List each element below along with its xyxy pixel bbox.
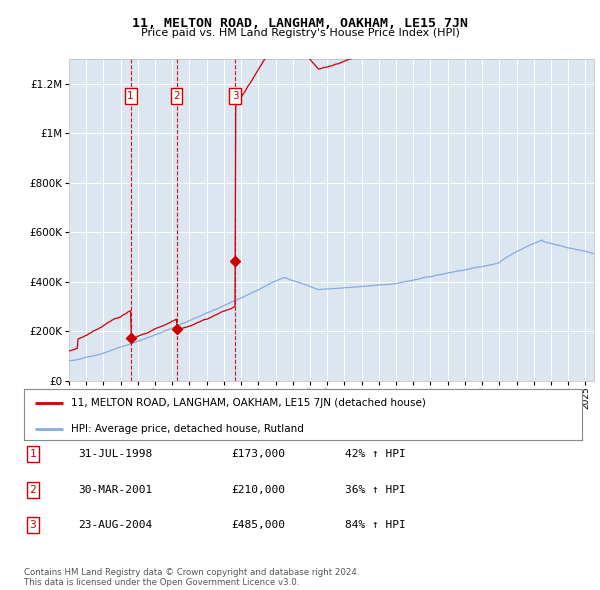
Text: 42% ↑ HPI: 42% ↑ HPI (345, 450, 406, 459)
Text: 3: 3 (29, 520, 37, 530)
Text: 2: 2 (29, 485, 37, 494)
Text: 11, MELTON ROAD, LANGHAM, OAKHAM, LE15 7JN: 11, MELTON ROAD, LANGHAM, OAKHAM, LE15 7… (132, 17, 468, 30)
Text: 3: 3 (232, 91, 238, 101)
Text: Price paid vs. HM Land Registry's House Price Index (HPI): Price paid vs. HM Land Registry's House … (140, 28, 460, 38)
Text: £485,000: £485,000 (231, 520, 285, 530)
Text: 23-AUG-2004: 23-AUG-2004 (78, 520, 152, 530)
Text: £173,000: £173,000 (231, 450, 285, 459)
Text: £210,000: £210,000 (231, 485, 285, 494)
Text: 30-MAR-2001: 30-MAR-2001 (78, 485, 152, 494)
Text: 2: 2 (173, 91, 180, 101)
Text: 84% ↑ HPI: 84% ↑ HPI (345, 520, 406, 530)
Text: Contains HM Land Registry data © Crown copyright and database right 2024.
This d: Contains HM Land Registry data © Crown c… (24, 568, 359, 587)
Text: 1: 1 (29, 450, 37, 459)
Text: 11, MELTON ROAD, LANGHAM, OAKHAM, LE15 7JN (detached house): 11, MELTON ROAD, LANGHAM, OAKHAM, LE15 7… (71, 398, 427, 408)
Text: 36% ↑ HPI: 36% ↑ HPI (345, 485, 406, 494)
Text: 31-JUL-1998: 31-JUL-1998 (78, 450, 152, 459)
Text: HPI: Average price, detached house, Rutland: HPI: Average price, detached house, Rutl… (71, 424, 304, 434)
Text: 1: 1 (127, 91, 134, 101)
